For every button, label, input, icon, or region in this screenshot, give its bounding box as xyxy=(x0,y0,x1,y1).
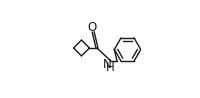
Text: O: O xyxy=(87,21,96,34)
Text: N: N xyxy=(102,58,111,71)
Text: H: H xyxy=(105,61,114,74)
